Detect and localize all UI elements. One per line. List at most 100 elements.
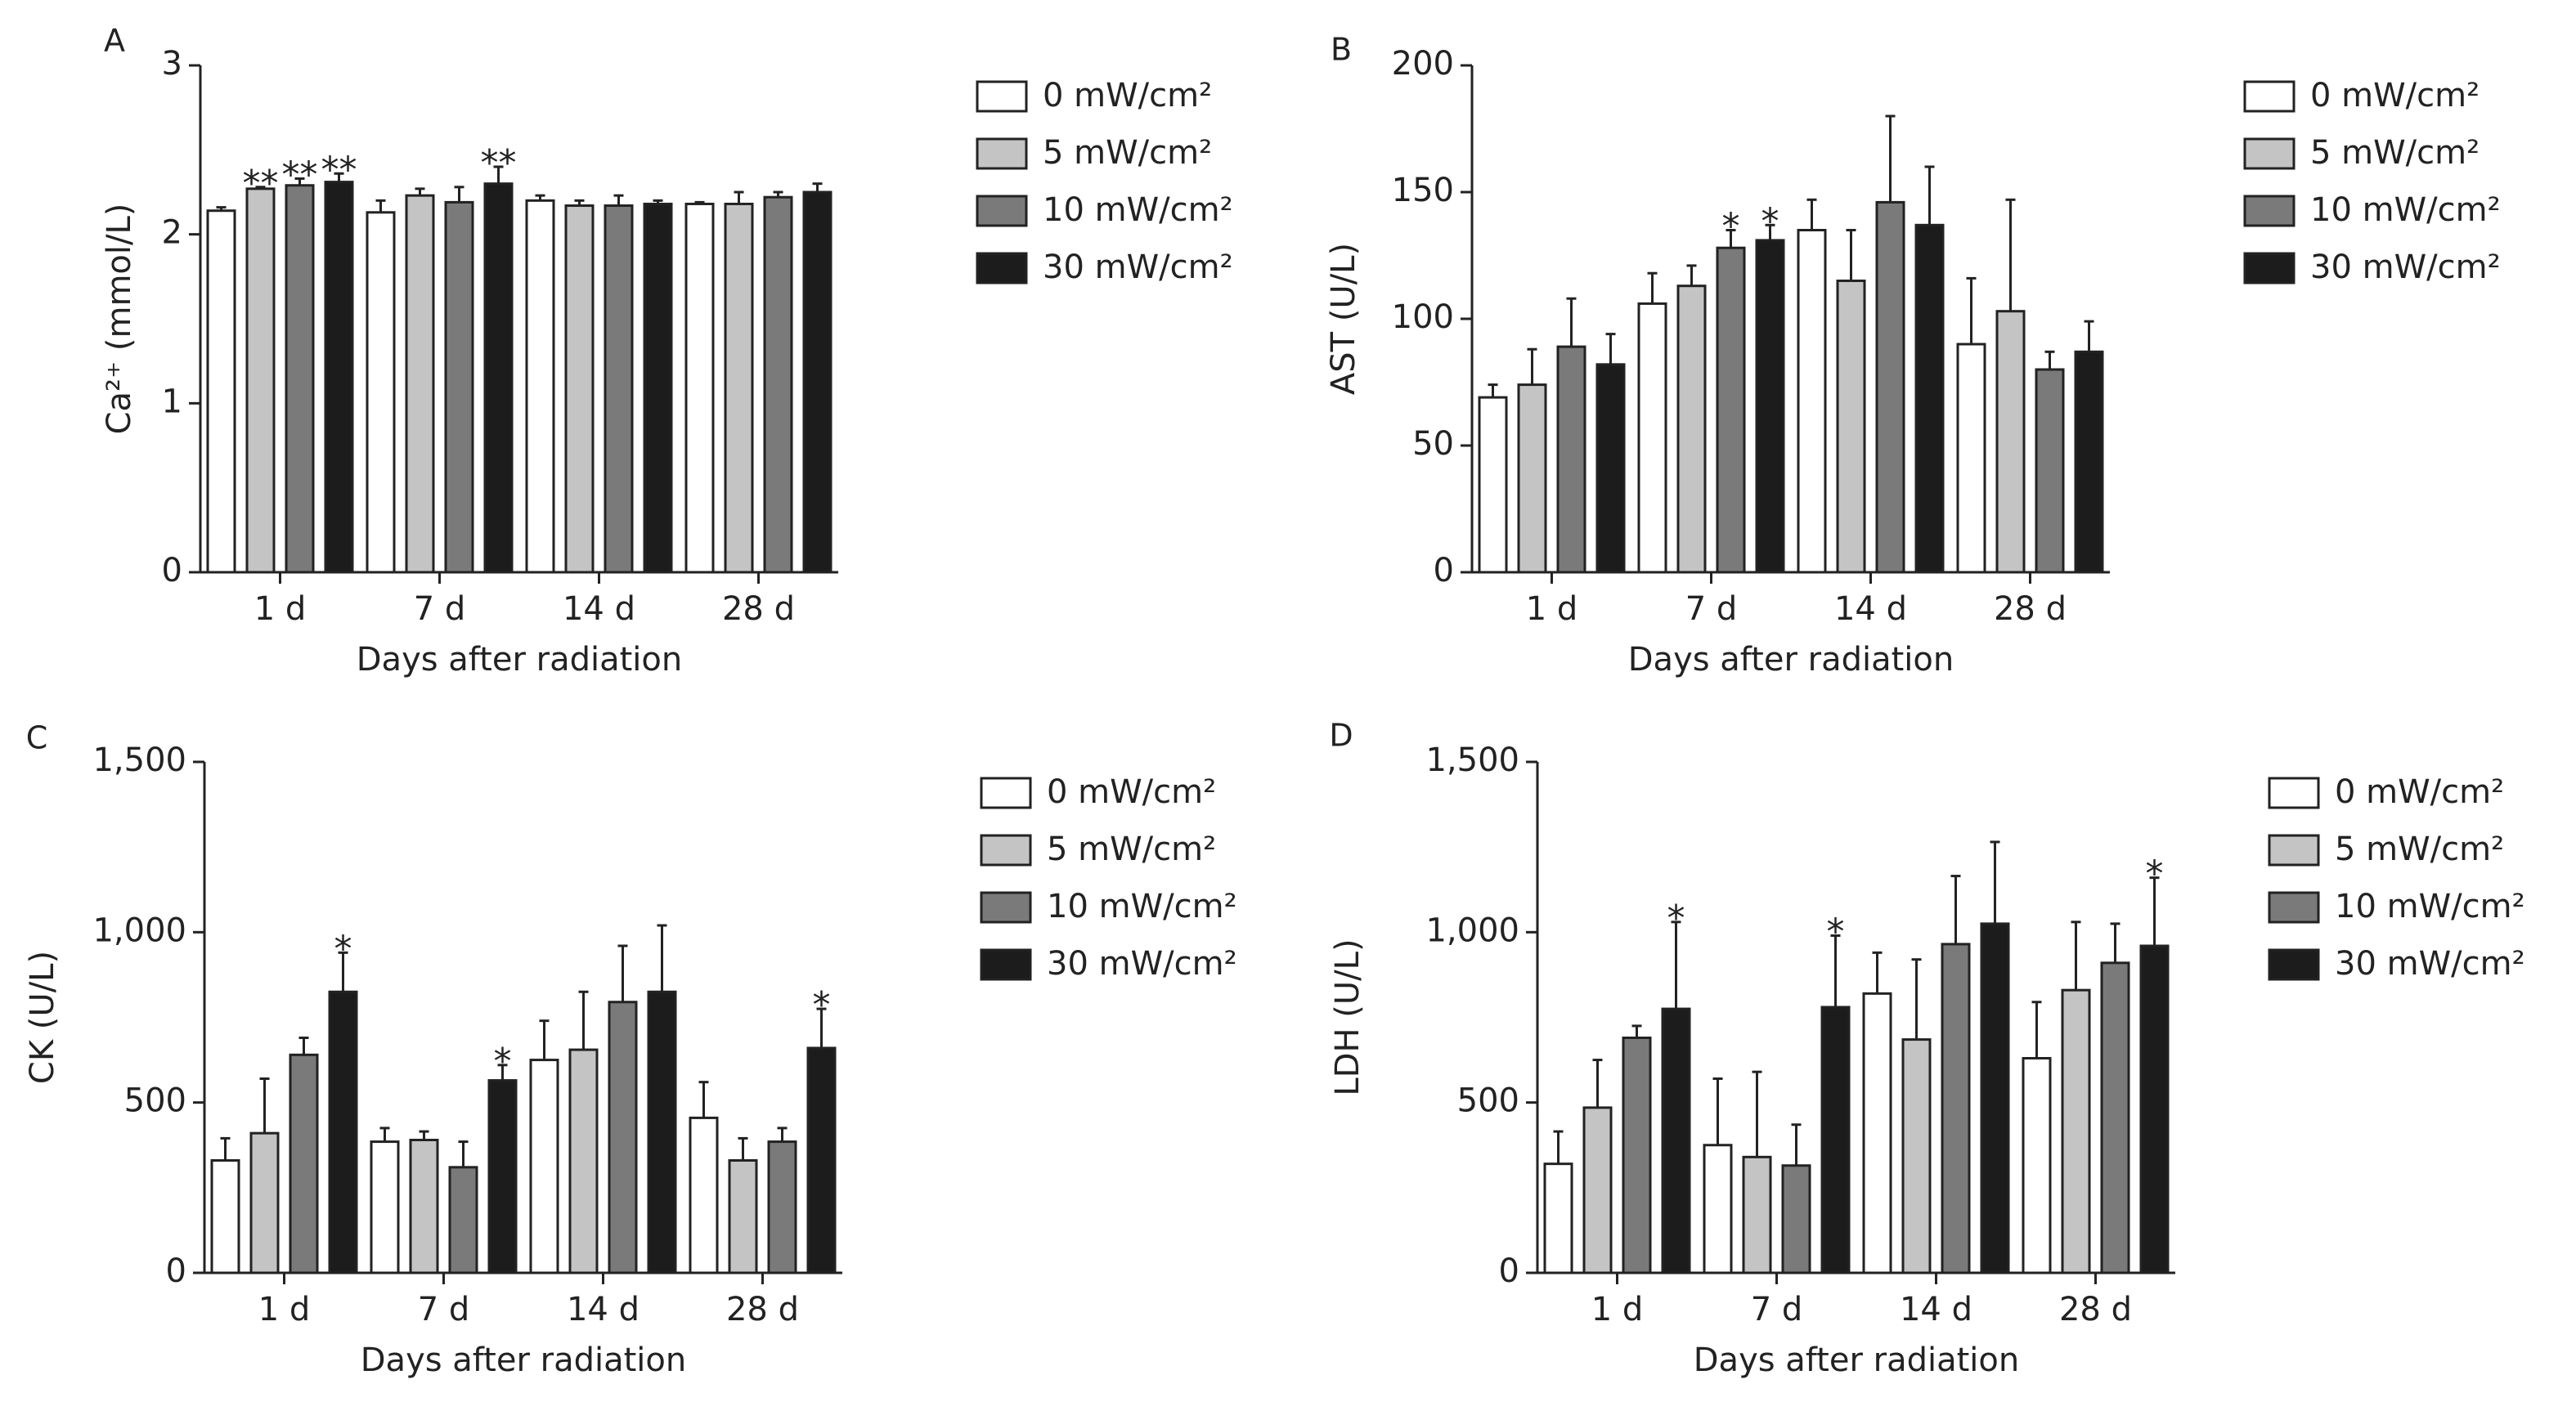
bar — [604, 204, 634, 574]
bar — [1956, 343, 1986, 574]
bar — [525, 199, 555, 574]
legend-swatch — [2268, 777, 2320, 809]
bar — [2061, 988, 2091, 1274]
bar — [324, 181, 354, 574]
bar — [1914, 223, 1945, 574]
legend-label: 30 mW/cm² — [1043, 249, 1233, 286]
bar — [1862, 992, 1892, 1274]
legend: 0 mW/cm² 5 mW/cm² 10 mW/cm² 30 mW/cm² — [980, 773, 1237, 983]
x-tick-label: 28 d — [726, 1291, 799, 1328]
bar — [763, 195, 793, 574]
bar — [1742, 1155, 1772, 1274]
significance-marker: * — [1827, 912, 1845, 953]
legend-label: 0 mW/cm² — [1047, 773, 1216, 811]
x-tick-label: 14 d — [567, 1291, 640, 1328]
bar — [444, 200, 474, 574]
x-tick-label: 1 d — [258, 1291, 311, 1328]
significance-marker: * — [1667, 898, 1685, 939]
x-tick-label: 7 d — [414, 590, 466, 628]
bar — [483, 182, 514, 574]
x-tick-label: 14 d — [1834, 590, 1907, 628]
bar — [647, 990, 677, 1274]
y-axis-label: LDH (U/L) — [1329, 938, 1367, 1095]
bar — [529, 1059, 559, 1274]
legend-swatch — [976, 80, 1028, 113]
bar — [767, 1140, 797, 1274]
legend-label: 5 mW/cm² — [2310, 134, 2480, 172]
legend-swatch — [976, 137, 1028, 170]
bar — [2035, 368, 2065, 574]
significance-marker: * — [2146, 853, 2164, 895]
bar — [2100, 961, 2130, 1274]
bar — [689, 1116, 719, 1274]
x-axis-label: Days after radiation — [361, 1342, 686, 1379]
panel-letter: A — [104, 23, 125, 59]
legend-swatch — [2268, 948, 2320, 981]
bar — [1543, 1162, 1573, 1274]
bar — [1995, 310, 2026, 574]
bar — [1556, 345, 1586, 574]
significance-marker: ** — [481, 142, 517, 184]
legend-label: 30 mW/cm² — [1047, 945, 1237, 983]
legend-label: 30 mW/cm² — [2310, 249, 2501, 286]
x-tick-label: 7 d — [1751, 1291, 1803, 1328]
panel-letter: B — [1331, 32, 1352, 68]
y-tick-label: 1,500 — [1425, 741, 1519, 779]
x-axis-label: Days after radiation — [357, 641, 682, 679]
significance-marker: * — [1761, 200, 1779, 242]
panel-letter: C — [26, 720, 48, 756]
chart-panel-d: D 0 500 1,000 1,500 LDH (U/L) 1 d * 7 d * 14 d 28 d… — [1329, 718, 2525, 1380]
legend-swatch — [2243, 252, 2296, 284]
bar — [2022, 1057, 2052, 1274]
y-axis-label: CK (U/L) — [24, 951, 61, 1084]
x-tick-label: 1 d — [1526, 590, 1578, 628]
legend-swatch — [976, 252, 1028, 284]
bar — [210, 1159, 240, 1274]
bar — [728, 1159, 758, 1274]
y-tick-label: 0 — [166, 1252, 186, 1290]
bar — [1676, 284, 1707, 574]
bar — [1781, 1164, 1811, 1274]
y-tick-label: 50 — [1412, 425, 1454, 463]
bar — [1797, 229, 1827, 574]
legend-label: 5 mW/cm² — [1043, 134, 1212, 172]
bar — [1941, 943, 1971, 1274]
y-tick-label: 1,000 — [92, 912, 186, 949]
bar — [643, 202, 673, 574]
bar — [806, 1046, 837, 1274]
legend-label: 10 mW/cm² — [2335, 888, 2525, 925]
bar — [487, 1079, 518, 1274]
panel-letter: D — [1329, 718, 1353, 754]
y-tick-label: 0 — [1434, 552, 1454, 589]
bar — [1622, 1037, 1652, 1274]
x-tick-label: 28 d — [1994, 590, 2067, 628]
legend-swatch — [980, 834, 1032, 867]
y-tick-label: 500 — [1457, 1082, 1519, 1120]
chart-panel-b: B 0 50 100 150 200 AST (U/L) 1 d 7 d * * 14 d 28 d Da… — [1325, 32, 2501, 679]
x-tick-label: 7 d — [418, 1291, 470, 1328]
bar — [1478, 396, 1508, 574]
bar — [1703, 1144, 1733, 1274]
legend-label: 30 mW/cm² — [2335, 945, 2525, 983]
bar — [568, 1048, 599, 1274]
bar — [684, 202, 715, 574]
bar — [1595, 363, 1626, 574]
bar — [405, 194, 435, 574]
legend-swatch — [2268, 891, 2320, 924]
legend: 0 mW/cm² 5 mW/cm² 10 mW/cm² 30 mW/cm² — [2243, 77, 2501, 286]
bar — [1875, 200, 1905, 574]
x-tick-label: 1 d — [1591, 1291, 1644, 1328]
bar — [366, 211, 396, 574]
legend-label: 0 mW/cm² — [2335, 773, 2504, 811]
bar — [370, 1140, 400, 1274]
legend-swatch — [2268, 834, 2320, 867]
y-tick-label: 1,000 — [1425, 912, 1519, 949]
chart-panel-c: C 0 500 1,000 1,500 CK (U/L) 1 d * 7 d * 14 d 28 d *… — [24, 720, 1237, 1380]
x-tick-label: 1 d — [254, 590, 307, 628]
significance-marker: ** — [243, 163, 279, 204]
legend-label: 0 mW/cm² — [1043, 77, 1212, 114]
bar — [1820, 1006, 1851, 1274]
bar — [1517, 383, 1547, 574]
y-tick-label: 0 — [162, 552, 182, 589]
